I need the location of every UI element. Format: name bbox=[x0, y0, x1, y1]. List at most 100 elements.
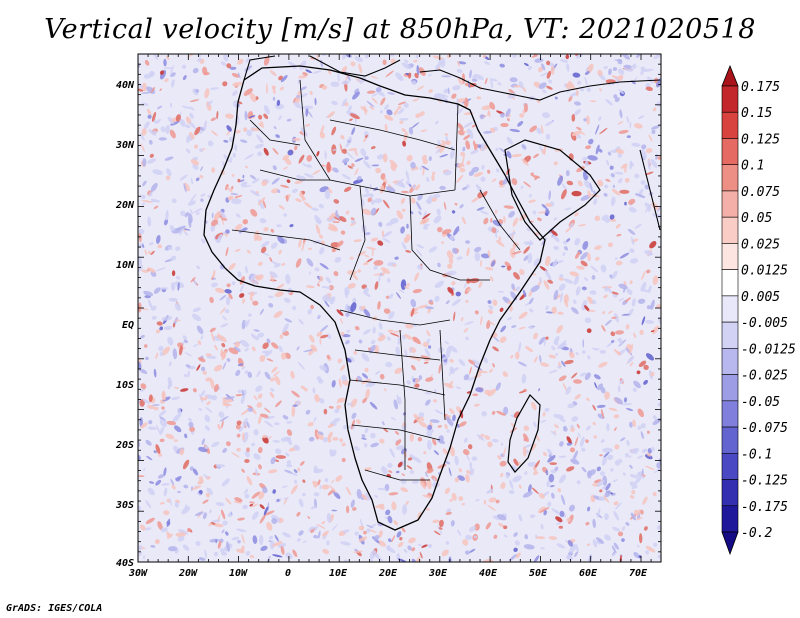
velocity-speckle bbox=[560, 59, 569, 63]
velocity-speckle bbox=[509, 306, 513, 312]
velocity-speckle bbox=[556, 325, 563, 334]
velocity-speckle bbox=[459, 204, 464, 209]
velocity-speckle bbox=[167, 116, 175, 125]
velocity-speckle bbox=[603, 495, 610, 503]
velocity-speckle bbox=[259, 308, 264, 315]
velocity-speckle bbox=[593, 374, 601, 380]
velocity-speckle bbox=[451, 299, 461, 306]
velocity-speckle bbox=[352, 507, 357, 511]
velocity-speckle bbox=[276, 283, 285, 290]
velocity-speckle bbox=[468, 170, 475, 177]
velocity-speckle bbox=[503, 525, 508, 530]
velocity-speckle bbox=[350, 302, 357, 313]
velocity-speckle bbox=[199, 397, 207, 401]
velocity-speckle bbox=[209, 509, 212, 514]
velocity-speckle bbox=[433, 450, 439, 456]
velocity-speckle bbox=[216, 333, 220, 339]
velocity-speckle bbox=[158, 287, 169, 290]
velocity-speckle bbox=[411, 480, 419, 484]
velocity-speckle bbox=[419, 165, 423, 171]
velocity-speckle bbox=[426, 478, 432, 490]
colorbar-level-label: -0.025 bbox=[741, 369, 788, 384]
velocity-speckle bbox=[191, 485, 202, 491]
velocity-speckle bbox=[267, 295, 274, 299]
velocity-speckle bbox=[641, 289, 650, 293]
velocity-speckle bbox=[313, 526, 319, 532]
velocity-speckle bbox=[614, 459, 621, 466]
velocity-speckle bbox=[481, 411, 487, 417]
velocity-speckle bbox=[170, 255, 177, 261]
velocity-speckle bbox=[371, 93, 379, 97]
velocity-speckle bbox=[370, 75, 378, 79]
velocity-speckle bbox=[157, 474, 165, 479]
velocity-speckle bbox=[503, 406, 509, 415]
velocity-speckle bbox=[542, 451, 547, 457]
velocity-speckle bbox=[496, 410, 506, 416]
velocity-speckle bbox=[290, 370, 295, 379]
velocity-speckle bbox=[144, 59, 150, 66]
velocity-speckle bbox=[286, 460, 292, 465]
velocity-speckle bbox=[424, 471, 428, 478]
velocity-speckle bbox=[445, 541, 450, 545]
velocity-speckle bbox=[502, 447, 507, 457]
colorbar-level-label: -0.0125 bbox=[741, 342, 796, 357]
velocity-speckle bbox=[248, 115, 256, 118]
velocity-speckle bbox=[390, 163, 396, 172]
velocity-speckle bbox=[259, 413, 269, 419]
velocity-speckle bbox=[220, 61, 227, 66]
velocity-speckle bbox=[492, 363, 495, 368]
velocity-speckle bbox=[545, 133, 551, 140]
velocity-speckle bbox=[389, 448, 395, 458]
velocity-speckle bbox=[367, 197, 372, 203]
velocity-speckle bbox=[221, 529, 225, 534]
velocity-speckle bbox=[565, 539, 568, 543]
velocity-speckle bbox=[563, 240, 568, 245]
velocity-speckle bbox=[226, 541, 230, 552]
velocity-speckle bbox=[564, 359, 574, 365]
velocity-speckle bbox=[600, 408, 605, 419]
velocity-speckle bbox=[415, 113, 421, 118]
velocity-speckle bbox=[454, 367, 459, 371]
velocity-speckle bbox=[538, 388, 541, 392]
velocity-speckle bbox=[209, 87, 219, 90]
velocity-speckle bbox=[146, 86, 156, 94]
velocity-speckle bbox=[244, 348, 249, 352]
velocity-speckle bbox=[345, 312, 350, 317]
velocity-speckle bbox=[175, 246, 181, 251]
velocity-speckle bbox=[319, 275, 324, 282]
velocity-speckle bbox=[424, 348, 431, 357]
velocity-speckle bbox=[158, 345, 164, 352]
velocity-speckle bbox=[314, 214, 322, 225]
velocity-speckle bbox=[303, 349, 314, 353]
velocity-speckle bbox=[518, 311, 528, 320]
velocity-speckle bbox=[359, 518, 363, 527]
velocity-speckle bbox=[356, 488, 362, 499]
velocity-speckle bbox=[584, 277, 589, 281]
velocity-speckle bbox=[652, 415, 657, 420]
velocity-speckle bbox=[384, 388, 387, 392]
velocity-speckle bbox=[498, 185, 505, 188]
velocity-speckle bbox=[530, 443, 537, 451]
velocity-speckle bbox=[582, 240, 589, 250]
velocity-speckle bbox=[480, 315, 483, 326]
velocity-speckle bbox=[488, 304, 494, 310]
velocity-speckle bbox=[629, 448, 638, 454]
velocity-speckle bbox=[581, 350, 586, 354]
velocity-speckle bbox=[480, 259, 482, 267]
velocity-speckle bbox=[297, 361, 305, 370]
velocity-speckle bbox=[283, 497, 290, 500]
velocity-speckle bbox=[394, 256, 399, 260]
velocity-speckle bbox=[617, 153, 622, 158]
velocity-speckle bbox=[605, 178, 611, 182]
velocity-speckle bbox=[571, 113, 576, 122]
velocity-speckle bbox=[511, 153, 523, 158]
velocity-speckle bbox=[598, 148, 603, 153]
velocity-speckle bbox=[591, 299, 597, 305]
velocity-speckle bbox=[448, 264, 453, 269]
velocity-speckle bbox=[177, 536, 185, 542]
velocity-speckle bbox=[465, 299, 469, 303]
velocity-speckle bbox=[429, 419, 440, 423]
velocity-speckle bbox=[454, 455, 459, 466]
velocity-speckle bbox=[476, 434, 485, 441]
velocity-speckle bbox=[523, 255, 529, 261]
